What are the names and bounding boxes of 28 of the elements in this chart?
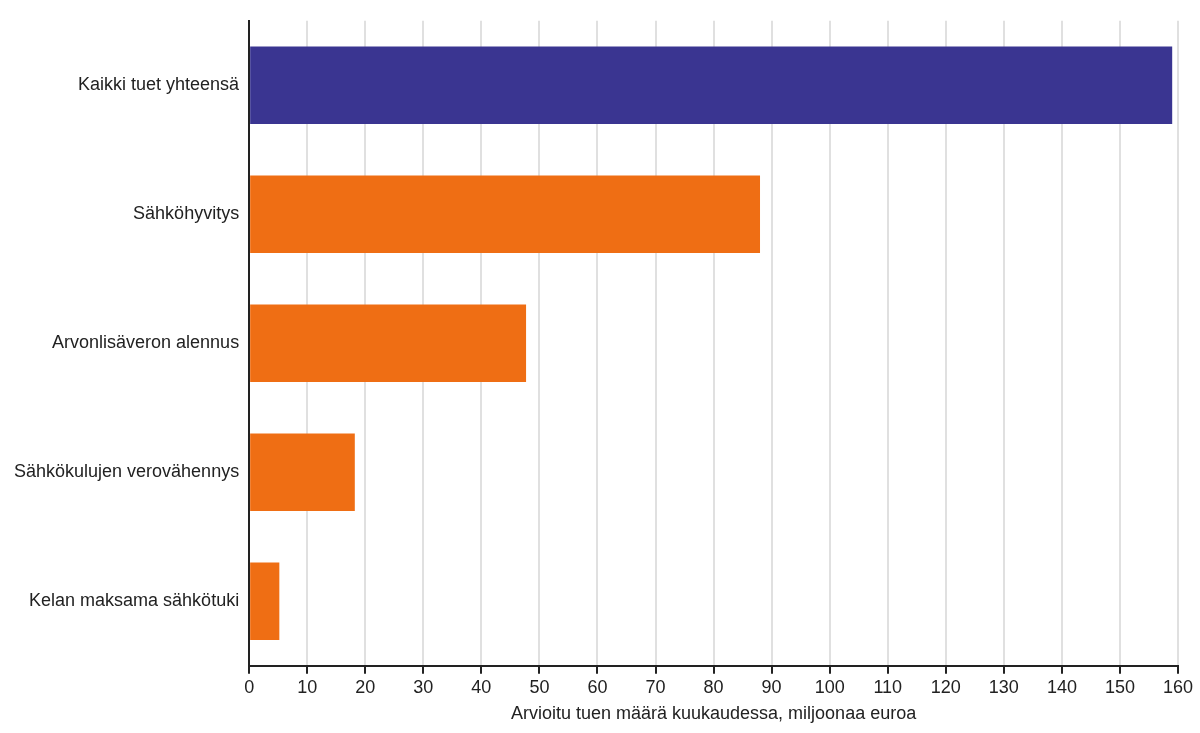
y-tick-label: Arvonlisäveron alennus	[52, 332, 240, 353]
bar	[250, 46, 1173, 124]
x-tick-label: 160	[1162, 676, 1194, 697]
x-tick-label: 50	[529, 676, 550, 697]
y-tick-label: Kelan maksama sähkötuki	[29, 590, 240, 611]
bar	[250, 304, 527, 382]
y-tick-label: Sähkökulujen verovähennys	[13, 461, 240, 482]
x-tick-label: 20	[355, 676, 376, 697]
bar	[250, 175, 761, 253]
x-tick-label: 40	[471, 676, 492, 697]
x-tick-label: 0	[244, 676, 255, 697]
x-tick-label: 70	[645, 676, 666, 697]
bar	[250, 433, 355, 511]
x-tick-label: 60	[587, 676, 608, 697]
y-tick-label: Kaikki tuet yhteensä	[78, 74, 241, 95]
x-tick-label: 120	[930, 676, 961, 697]
x-tick-label: 130	[988, 676, 1019, 697]
x-tick-label: 100	[814, 676, 845, 697]
x-tick-label: 150	[1104, 676, 1135, 697]
x-tick-label: 30	[413, 676, 434, 697]
bar	[250, 562, 280, 640]
x-tick-label: 90	[761, 676, 782, 697]
x-tick-label: 10	[297, 676, 318, 697]
x-axis-title: Arvioitu tuen määrä kuukaudessa, miljoonaa euroa	[510, 703, 918, 724]
x-tick-label: 110	[873, 676, 903, 697]
y-tick-label: Sähköhyvitys	[133, 203, 240, 224]
x-tick-label: 80	[703, 676, 724, 697]
x-tick-label: 140	[1046, 676, 1077, 697]
